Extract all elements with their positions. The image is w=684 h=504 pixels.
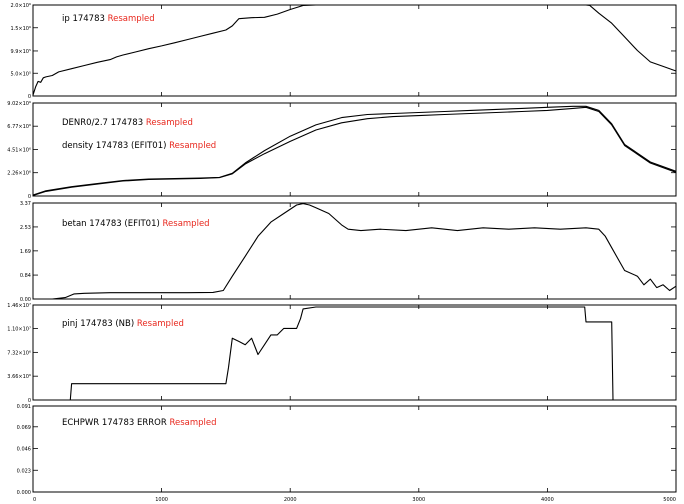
panel-frame (32, 202, 677, 300)
y-tick-label: 9.02×10⁶ (7, 101, 31, 107)
series-name: betan 174783 (EFIT01) (62, 219, 160, 229)
y-tick-label: 4.51×10⁶ (7, 148, 31, 154)
resampled-tag: Resampled (169, 141, 216, 151)
series-label: betan 174783 (EFIT01) Resampled (62, 219, 210, 229)
y-tick-label: 0.84 (20, 273, 31, 279)
x-tick-label: 5000 (663, 497, 676, 503)
y-tick-label: 0.023 (17, 468, 31, 474)
y-tick-label: 2.0×10⁶ (10, 3, 31, 9)
series-label: ip 174783 Resampled (62, 14, 155, 24)
series-line (32, 4, 677, 96)
series-label: pinj 174783 (NB) Resampled (62, 319, 184, 329)
resampled-tag: Resampled (169, 418, 216, 428)
resampled-tag: Resampled (137, 319, 184, 329)
y-tick-label: 0 (28, 94, 31, 100)
y-tick-label: 7.32×10⁶ (7, 350, 31, 356)
y-tick-label: 1.5×10⁶ (10, 26, 31, 32)
y-tick-label: 0.046 (17, 447, 31, 453)
series-line (33, 203, 677, 300)
series-label: DENR0/2.7 174783 Resampled (62, 118, 193, 128)
series-name: pinj 174783 (NB) (62, 319, 134, 329)
y-tick-label: 9.9×10⁵ (10, 49, 31, 55)
y-tick-label: 3.66×10⁶ (7, 374, 31, 380)
y-tick-label: 2.53 (20, 225, 31, 231)
series-label: ECHPWR 174783 ERROR Resampled (62, 418, 217, 428)
series-label: density 174783 (EFIT01) Resampled (62, 141, 216, 151)
y-tick-label: 2.26×10⁶ (7, 171, 31, 177)
x-tick-label: 1000 (155, 497, 168, 503)
y-tick-label: 0 (28, 194, 31, 200)
y-tick-label: 1.46×10⁷ (7, 303, 31, 309)
y-tick-label: 0.00 (20, 297, 31, 303)
series-name: density 174783 (EFIT01) (62, 141, 166, 151)
y-tick-label: 3.37 (20, 201, 31, 207)
y-tick-label: 1.10×10⁷ (7, 326, 31, 332)
x-tick-label: 3000 (412, 497, 425, 503)
resampled-tag: Resampled (146, 118, 193, 128)
x-tick-label: 2000 (284, 497, 297, 503)
series-name: DENR0/2.7 174783 (62, 118, 143, 128)
series-line (32, 106, 677, 197)
panel-frame (32, 405, 677, 493)
y-tick-label: 1.69 (20, 249, 31, 255)
y-tick-label: 0.069 (17, 425, 31, 431)
y-tick-label: 0.000 (17, 490, 31, 496)
resampled-tag: Resampled (108, 14, 155, 24)
series-name: ECHPWR 174783 ERROR (62, 418, 167, 428)
series-name: ip 174783 (62, 14, 105, 24)
y-tick-label: 6.77×10⁶ (7, 124, 31, 130)
series-line (33, 306, 676, 401)
y-tick-label: 0 (28, 398, 31, 404)
x-tick-label: 0 (33, 497, 36, 503)
y-tick-label: 5.0×10⁵ (10, 71, 31, 77)
resampled-tag: Resampled (163, 219, 210, 229)
y-tick-label: 0.091 (17, 404, 31, 410)
x-tick-label: 4000 (541, 497, 554, 503)
